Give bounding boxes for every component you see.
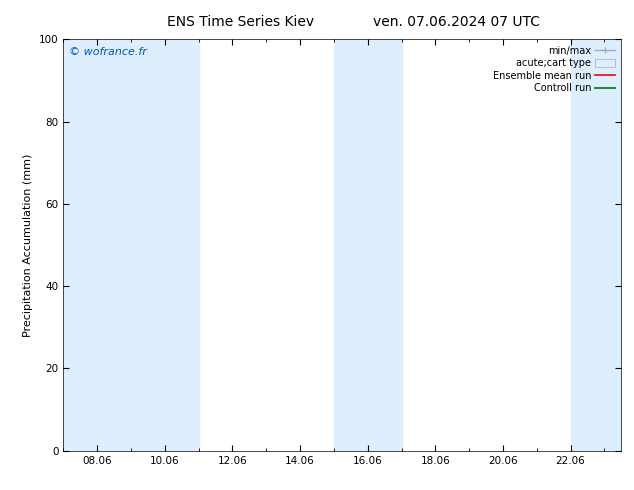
Bar: [148, 39, 198, 451]
Text: ven. 07.06.2024 07 UTC: ven. 07.06.2024 07 UTC: [373, 15, 540, 29]
Legend: min/max, acute;cart type, Ensemble mean run, Controll run: min/max, acute;cart type, Ensemble mean …: [491, 44, 616, 95]
Y-axis label: Precipitation Accumulation (mm): Precipitation Accumulation (mm): [23, 153, 34, 337]
Text: ENS Time Series Kiev: ENS Time Series Kiev: [167, 15, 314, 29]
Bar: [334, 39, 401, 451]
Bar: [63, 39, 148, 451]
Text: © wofrance.fr: © wofrance.fr: [69, 48, 147, 57]
Bar: [571, 39, 621, 451]
